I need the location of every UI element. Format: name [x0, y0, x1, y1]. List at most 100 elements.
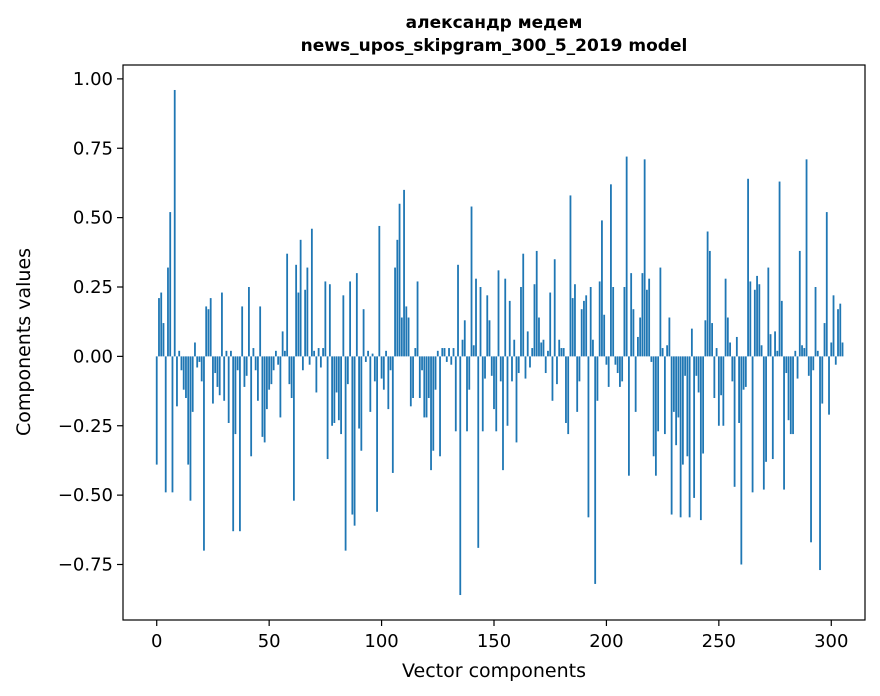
bar	[596, 356, 599, 401]
bar	[565, 356, 567, 423]
bar	[319, 356, 322, 368]
bar	[616, 356, 619, 374]
y-tick-label: −0.50	[58, 485, 113, 506]
bar	[362, 309, 365, 357]
bar	[657, 356, 660, 432]
bar	[803, 348, 806, 357]
bar	[506, 356, 509, 426]
bar	[364, 356, 367, 362]
bar	[513, 339, 516, 357]
bar	[322, 348, 325, 357]
bar	[200, 356, 203, 382]
bar	[623, 287, 626, 357]
bar	[304, 289, 307, 357]
bar	[717, 356, 720, 426]
bar	[801, 345, 803, 357]
bar	[324, 281, 327, 357]
bar	[441, 348, 444, 357]
bar	[263, 356, 266, 443]
bar	[688, 356, 691, 518]
bar	[753, 289, 756, 357]
bar	[479, 287, 482, 357]
bar	[706, 231, 709, 357]
bar	[283, 350, 286, 357]
bar	[254, 356, 257, 371]
bar	[299, 239, 302, 357]
bar	[203, 356, 205, 551]
bar	[257, 356, 259, 401]
bar	[828, 356, 830, 415]
bar	[515, 356, 518, 443]
bar	[632, 309, 635, 357]
bar	[205, 306, 208, 357]
bar	[176, 356, 178, 407]
bar	[463, 320, 466, 357]
bar	[358, 356, 360, 429]
bar	[230, 350, 232, 357]
bar	[783, 356, 785, 490]
bar	[576, 356, 579, 412]
bar	[421, 356, 423, 371]
bar	[439, 356, 441, 457]
bar	[711, 323, 713, 357]
bar	[511, 356, 513, 382]
bar	[187, 356, 190, 465]
bar	[749, 281, 752, 357]
bar	[684, 356, 687, 376]
bar	[292, 356, 295, 501]
bar	[346, 356, 349, 385]
bar	[266, 356, 268, 410]
bar	[697, 356, 700, 393]
bar	[394, 267, 396, 357]
bar	[342, 295, 345, 357]
bar	[212, 356, 214, 404]
bar	[369, 356, 372, 412]
bar	[619, 356, 621, 387]
bar	[389, 356, 392, 371]
bar	[173, 89, 176, 357]
bar	[214, 356, 217, 374]
bar	[729, 342, 731, 357]
bar	[499, 356, 502, 382]
bar	[216, 356, 219, 387]
bar	[681, 356, 684, 465]
bar	[448, 348, 450, 357]
bar	[589, 287, 592, 357]
bar	[191, 356, 194, 412]
bar	[209, 298, 212, 357]
bar	[430, 356, 432, 471]
bar	[832, 295, 835, 357]
bar	[407, 317, 410, 357]
bar	[355, 273, 358, 357]
bar	[538, 317, 540, 357]
plot-frame	[122, 64, 866, 621]
bar	[837, 309, 839, 357]
bar	[585, 295, 588, 357]
bar	[740, 356, 743, 565]
bar	[553, 259, 556, 357]
bar	[724, 278, 727, 357]
y-tick-label: 0.25	[73, 277, 113, 298]
bar	[792, 356, 794, 435]
bar	[517, 356, 520, 374]
bar	[310, 228, 313, 357]
bar	[607, 356, 610, 387]
bar	[486, 295, 489, 357]
bar	[241, 306, 244, 357]
bar	[281, 331, 284, 357]
bar	[315, 356, 318, 393]
bar	[769, 334, 772, 357]
bar	[301, 356, 304, 371]
bar	[162, 323, 165, 357]
x-tick-label: 300	[814, 631, 848, 652]
bar	[477, 356, 480, 548]
bar	[686, 356, 689, 457]
bar	[726, 317, 729, 357]
bar	[812, 356, 815, 371]
bar	[672, 356, 675, 412]
bar	[335, 356, 338, 393]
bar	[839, 303, 842, 357]
bar	[794, 350, 797, 357]
bar	[774, 331, 776, 357]
